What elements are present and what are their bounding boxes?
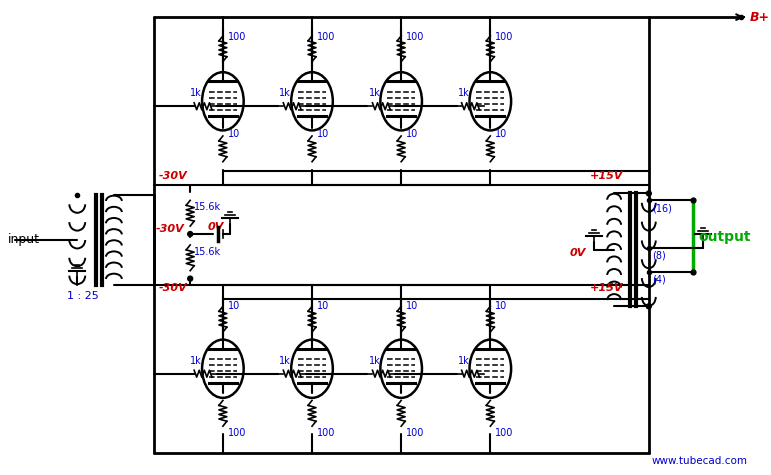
Text: 100: 100 bbox=[227, 428, 246, 438]
Text: 100: 100 bbox=[406, 32, 425, 42]
Text: 1 : 25: 1 : 25 bbox=[67, 292, 99, 302]
Text: -30V: -30V bbox=[156, 224, 184, 234]
Text: 15.6k: 15.6k bbox=[194, 202, 221, 212]
Text: 1k: 1k bbox=[458, 356, 470, 366]
Text: B+: B+ bbox=[750, 10, 769, 24]
Text: 100: 100 bbox=[406, 428, 425, 438]
Circle shape bbox=[646, 304, 651, 309]
Text: 1k: 1k bbox=[458, 88, 470, 98]
Text: www.tubecad.com: www.tubecad.com bbox=[651, 456, 748, 466]
Text: output: output bbox=[699, 230, 751, 244]
Text: +15V: +15V bbox=[589, 171, 623, 180]
Text: 10: 10 bbox=[227, 129, 240, 139]
Text: 100: 100 bbox=[317, 428, 335, 438]
Text: (8): (8) bbox=[651, 251, 665, 261]
Circle shape bbox=[187, 231, 193, 237]
Text: 1k: 1k bbox=[279, 356, 291, 366]
Text: -30V: -30V bbox=[159, 171, 187, 180]
Text: 1k: 1k bbox=[369, 88, 380, 98]
Text: 1k: 1k bbox=[190, 356, 202, 366]
Text: 10: 10 bbox=[406, 301, 419, 311]
Text: 0V: 0V bbox=[208, 222, 224, 232]
Text: 10: 10 bbox=[495, 129, 507, 139]
Text: 10: 10 bbox=[317, 301, 329, 311]
Text: 10: 10 bbox=[227, 301, 240, 311]
Text: 15.6k: 15.6k bbox=[194, 247, 221, 257]
Text: 1k: 1k bbox=[369, 356, 380, 366]
Text: input: input bbox=[8, 234, 40, 247]
Text: +15V: +15V bbox=[589, 284, 623, 294]
Text: 10: 10 bbox=[317, 129, 329, 139]
Text: 100: 100 bbox=[227, 32, 246, 42]
Text: 100: 100 bbox=[317, 32, 335, 42]
Text: (4): (4) bbox=[651, 275, 665, 285]
Text: 0V: 0V bbox=[570, 248, 586, 258]
Text: 1k: 1k bbox=[279, 88, 291, 98]
Text: 100: 100 bbox=[495, 428, 513, 438]
Text: 1k: 1k bbox=[190, 88, 202, 98]
Text: (16): (16) bbox=[651, 203, 672, 213]
Text: 100: 100 bbox=[495, 32, 513, 42]
Circle shape bbox=[187, 276, 193, 281]
Text: 10: 10 bbox=[495, 301, 507, 311]
Circle shape bbox=[646, 191, 651, 196]
Text: 10: 10 bbox=[406, 129, 419, 139]
Text: -30V: -30V bbox=[159, 284, 187, 294]
